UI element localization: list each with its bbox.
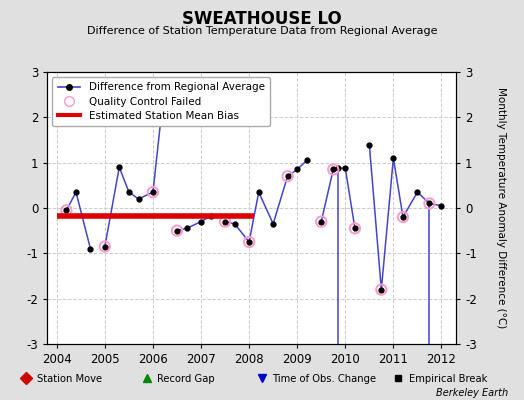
- Point: [377, 286, 386, 293]
- Point: [399, 214, 407, 220]
- Text: SWEATHOUSE LO: SWEATHOUSE LO: [182, 10, 342, 28]
- Text: Time of Obs. Change: Time of Obs. Change: [272, 374, 377, 384]
- Text: Difference of Station Temperature Data from Regional Average: Difference of Station Temperature Data f…: [87, 26, 437, 36]
- Legend: Difference from Regional Average, Quality Control Failed, Estimated Station Mean: Difference from Regional Average, Qualit…: [52, 77, 270, 126]
- Point: [62, 207, 71, 214]
- Point: [351, 225, 359, 232]
- Y-axis label: Monthly Temperature Anomaly Difference (°C): Monthly Temperature Anomaly Difference (…: [496, 87, 506, 329]
- Text: Station Move: Station Move: [37, 374, 102, 384]
- Text: Berkeley Earth: Berkeley Earth: [436, 388, 508, 398]
- Point: [317, 218, 325, 225]
- Point: [149, 189, 157, 195]
- Point: [329, 166, 337, 173]
- Point: [173, 228, 181, 234]
- Point: [425, 200, 434, 207]
- Point: [221, 218, 230, 225]
- Point: [245, 239, 253, 245]
- Text: Empirical Break: Empirical Break: [409, 374, 487, 384]
- Point: [101, 243, 109, 250]
- Text: Record Gap: Record Gap: [157, 374, 215, 384]
- Point: [283, 173, 292, 180]
